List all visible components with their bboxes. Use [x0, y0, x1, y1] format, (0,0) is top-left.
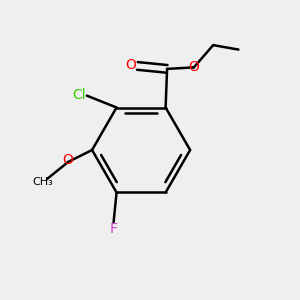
Text: F: F — [110, 222, 118, 236]
Text: O: O — [125, 58, 136, 72]
Text: O: O — [189, 59, 200, 74]
Text: O: O — [62, 153, 74, 167]
Text: Cl: Cl — [73, 88, 86, 102]
Text: CH₃: CH₃ — [33, 176, 53, 187]
